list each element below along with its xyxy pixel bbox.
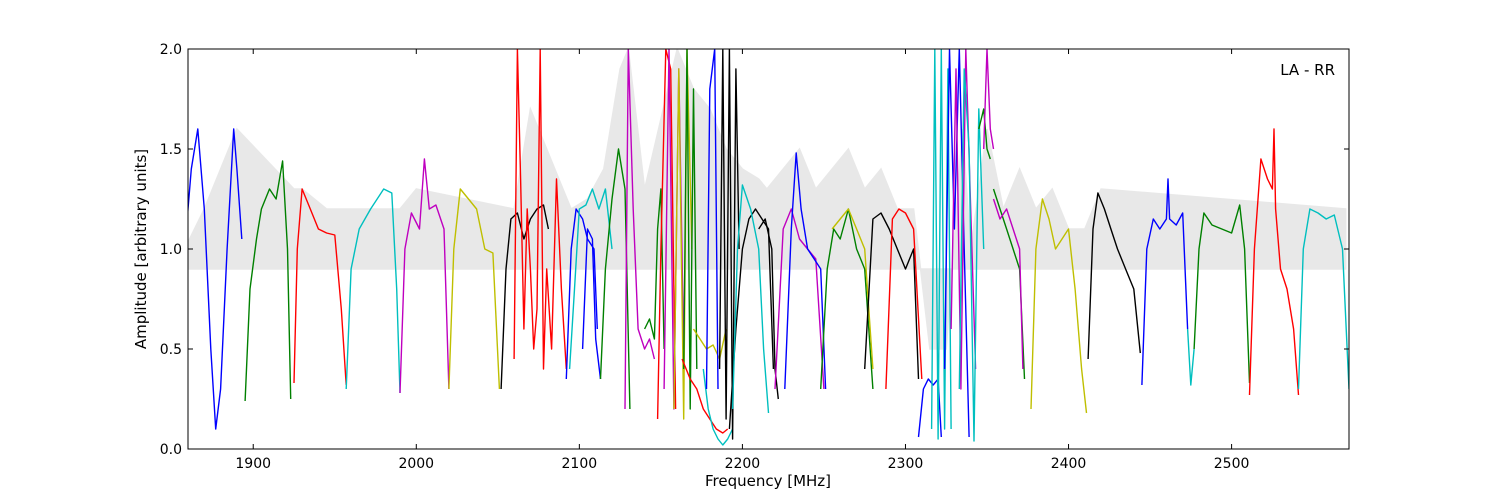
x-tick-label: 2400 (1051, 456, 1087, 472)
series-line-4 (345, 188, 401, 394)
series-line-9 (565, 208, 598, 380)
series-line-6 (448, 188, 501, 390)
x-axis-label: Frequency [MHz] (705, 472, 831, 490)
series-line-34 (930, 49, 952, 440)
y-tick-label: 2.0 (160, 42, 182, 58)
x-tick-label: 2200 (725, 456, 761, 472)
series-line-32 (885, 208, 923, 390)
series-line-39 (983, 49, 995, 150)
series-line-37 (958, 68, 985, 442)
series-line-5 (399, 158, 450, 394)
y-axis-label: Amplitude [arbitrary units] (132, 149, 150, 349)
series-line-21 (702, 368, 734, 446)
series-line-42 (1030, 198, 1088, 414)
series-line-28 (784, 152, 827, 390)
series-line-2 (244, 160, 292, 402)
series-line-44 (1141, 178, 1189, 386)
series-line-25 (731, 184, 770, 414)
series-line-36 (950, 49, 977, 390)
series-line-23 (705, 49, 719, 390)
background-envelope (188, 49, 1347, 350)
series-line-15 (656, 49, 677, 420)
series-line-10 (568, 188, 613, 370)
x-tick-label: 2300 (888, 456, 924, 472)
series-line-43 (1087, 192, 1141, 360)
series-line-30 (831, 208, 874, 370)
series-line-3 (293, 188, 347, 386)
series-line-18 (683, 49, 698, 410)
series-line-11 (581, 228, 602, 380)
series-line-48 (1297, 208, 1349, 390)
x-tick-label: 1900 (235, 456, 271, 472)
series-line-19 (692, 328, 727, 360)
plot-annotation: LA - RR (1280, 61, 1335, 79)
y-tick-label: 1.5 (160, 142, 182, 158)
y-tick-label: 1.0 (160, 242, 182, 258)
series-line-47 (1248, 128, 1300, 396)
y-tick-label: 0.0 (160, 442, 182, 458)
series-line-31 (864, 212, 920, 380)
series-line-1 (188, 128, 243, 430)
series-line-41 (992, 198, 1024, 370)
series-line-27 (774, 208, 825, 390)
series-line-8 (513, 49, 567, 370)
series-line-46 (1193, 204, 1251, 384)
x-tick-label: 2000 (398, 456, 434, 472)
series-line-17 (673, 49, 693, 420)
series-line-45 (1186, 328, 1195, 386)
y-tick-label: 0.5 (160, 342, 182, 358)
series-line-22 (718, 49, 740, 440)
series-line-20 (681, 358, 729, 434)
series-line-29 (820, 208, 874, 390)
series-line-12 (599, 148, 631, 410)
x-tick-label: 2100 (562, 456, 598, 472)
x-tick-label: 2500 (1214, 456, 1250, 472)
series-line-13 (624, 49, 656, 410)
series-line-38 (978, 108, 991, 160)
